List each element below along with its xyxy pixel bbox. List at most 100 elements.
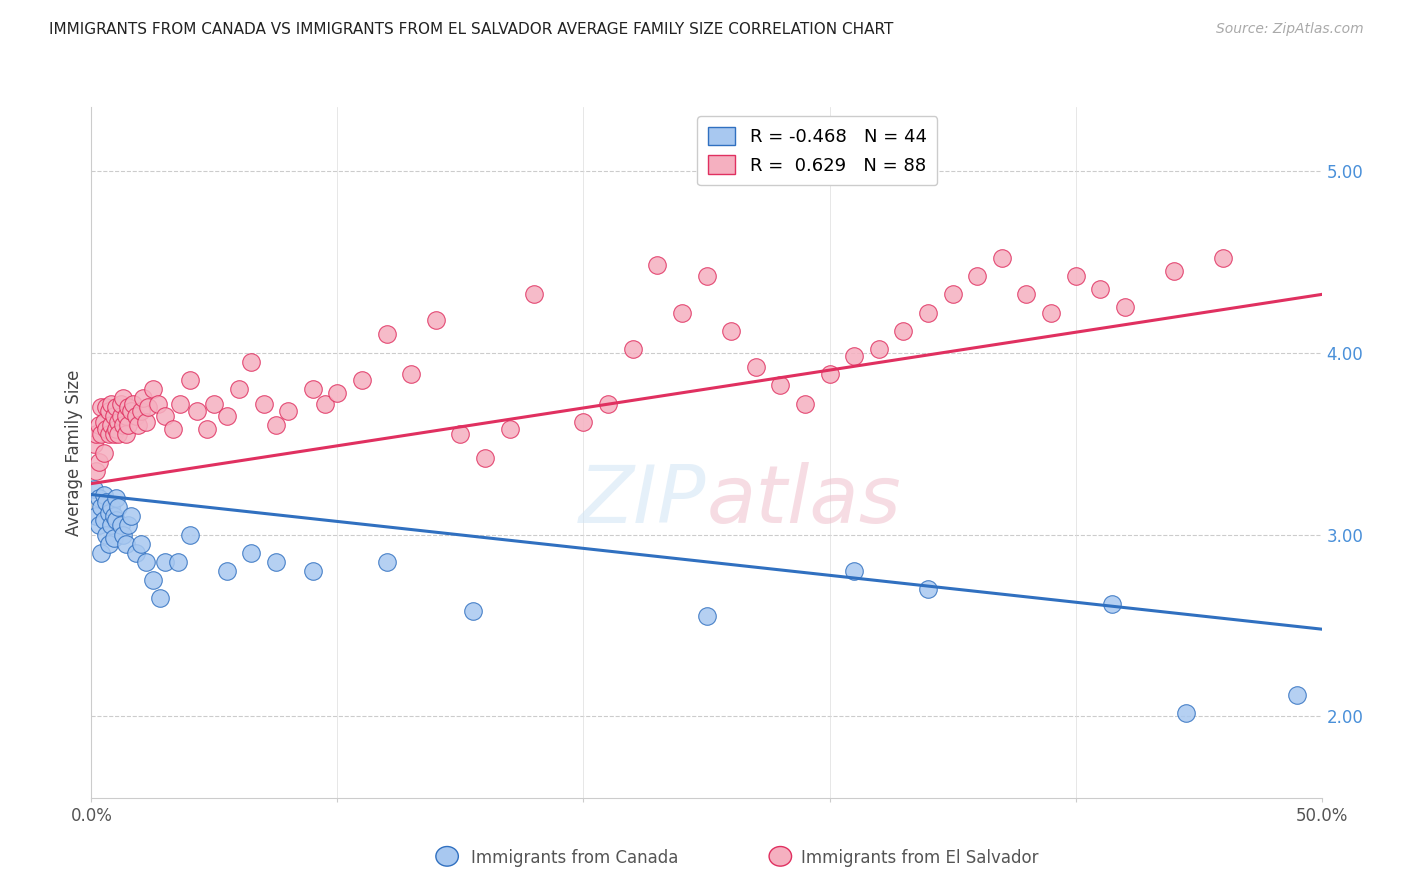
Point <box>136 401 159 415</box>
Point <box>149 591 172 606</box>
Point <box>93 445 115 460</box>
Point <box>122 396 145 410</box>
Point <box>114 427 138 442</box>
Point <box>645 258 669 272</box>
Point <box>179 373 201 387</box>
Point <box>105 513 127 527</box>
Point <box>107 500 129 515</box>
Point <box>127 418 149 433</box>
Point <box>114 409 138 424</box>
Point <box>1212 251 1234 265</box>
Point <box>96 422 117 436</box>
Point <box>83 436 105 450</box>
Point <box>112 527 135 541</box>
Point <box>169 396 191 410</box>
Point <box>103 409 125 424</box>
Point <box>146 396 169 410</box>
Point <box>124 409 146 424</box>
Point <box>523 287 546 301</box>
Point <box>100 500 122 515</box>
Point <box>195 422 218 436</box>
Point <box>277 404 299 418</box>
Point <box>868 342 890 356</box>
Point <box>124 546 146 560</box>
Y-axis label: Average Family Size: Average Family Size <box>65 369 83 536</box>
Point <box>990 251 1012 265</box>
Point <box>1163 264 1185 278</box>
Point <box>120 509 142 524</box>
Point <box>1039 305 1063 319</box>
Point <box>107 415 129 429</box>
Point <box>399 368 422 382</box>
Point <box>110 409 132 424</box>
Point <box>110 518 132 533</box>
Point <box>107 427 129 442</box>
Point <box>695 269 717 284</box>
Point <box>166 555 188 569</box>
Point <box>86 464 108 478</box>
Point <box>352 373 374 387</box>
Point <box>90 427 112 442</box>
Point <box>97 404 120 418</box>
Point <box>129 536 152 550</box>
Point <box>215 564 238 578</box>
Point <box>240 546 263 560</box>
Point <box>375 327 398 342</box>
Point <box>917 582 939 596</box>
Point <box>228 382 250 396</box>
Point <box>179 527 201 541</box>
Point <box>769 378 792 392</box>
Point <box>793 396 815 410</box>
Point <box>1015 287 1038 301</box>
Point <box>110 396 132 410</box>
Point <box>186 404 208 418</box>
Point <box>117 401 139 415</box>
Text: Source: ZipAtlas.com: Source: ZipAtlas.com <box>1216 22 1364 37</box>
Point <box>375 555 398 569</box>
Point <box>215 409 238 424</box>
Point <box>474 451 496 466</box>
Point <box>240 355 263 369</box>
Point <box>142 573 165 587</box>
Point <box>572 415 595 429</box>
Point <box>112 418 135 433</box>
Point <box>97 427 120 442</box>
Point <box>818 368 841 382</box>
Point <box>132 391 155 405</box>
Ellipse shape <box>436 847 458 866</box>
Point <box>301 382 323 396</box>
Point <box>100 396 122 410</box>
Point <box>90 401 112 415</box>
Point <box>301 564 323 578</box>
Text: ZIP: ZIP <box>579 462 706 540</box>
Point <box>93 513 115 527</box>
Text: IMMIGRANTS FROM CANADA VS IMMIGRANTS FROM EL SALVADOR AVERAGE FAMILY SIZE CORREL: IMMIGRANTS FROM CANADA VS IMMIGRANTS FRO… <box>49 22 894 37</box>
Point <box>745 360 768 375</box>
Point <box>264 418 287 433</box>
Point <box>90 546 112 560</box>
Point <box>87 418 110 433</box>
Point <box>202 396 225 410</box>
Point <box>93 487 115 501</box>
Point <box>117 418 139 433</box>
Point <box>695 609 717 624</box>
Text: Immigrants from El Salvador: Immigrants from El Salvador <box>801 849 1039 867</box>
Point <box>917 305 939 319</box>
Point <box>97 506 120 520</box>
Point <box>90 500 112 515</box>
Point <box>891 324 914 338</box>
Point <box>96 401 117 415</box>
Point <box>326 385 349 400</box>
Point <box>1088 282 1111 296</box>
Point <box>120 404 142 418</box>
Point <box>87 491 110 505</box>
Point <box>135 555 156 569</box>
Point <box>253 396 276 410</box>
Point <box>87 455 110 469</box>
Point <box>87 518 110 533</box>
Point <box>1101 597 1123 611</box>
Point <box>105 422 127 436</box>
Point <box>142 382 165 396</box>
Point <box>425 313 447 327</box>
Legend: R = -0.468   N = 44, R =  0.629   N = 88: R = -0.468 N = 44, R = 0.629 N = 88 <box>697 116 938 186</box>
